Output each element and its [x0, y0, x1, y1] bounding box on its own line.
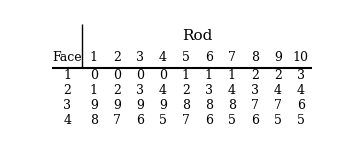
Text: 4: 4 — [64, 114, 71, 127]
Text: 1: 1 — [182, 69, 190, 82]
Text: 1: 1 — [90, 51, 98, 64]
Text: 9: 9 — [90, 99, 98, 112]
Text: 8: 8 — [228, 99, 236, 112]
Text: 5: 5 — [228, 114, 236, 127]
Text: 0: 0 — [90, 69, 98, 82]
Text: Rod: Rod — [182, 28, 213, 42]
Text: 4: 4 — [228, 84, 236, 97]
Text: 8: 8 — [205, 99, 213, 112]
Text: 7: 7 — [228, 51, 236, 64]
Text: 7: 7 — [251, 99, 259, 112]
Text: 6: 6 — [205, 114, 213, 127]
Text: 6: 6 — [136, 114, 144, 127]
Text: Face: Face — [53, 51, 82, 64]
Text: 7: 7 — [113, 114, 121, 127]
Text: 2: 2 — [113, 84, 121, 97]
Text: 6: 6 — [251, 114, 259, 127]
Text: 3: 3 — [251, 84, 259, 97]
Text: 2: 2 — [251, 69, 259, 82]
Text: 4: 4 — [297, 84, 305, 97]
Text: 9: 9 — [113, 99, 121, 112]
Text: 8: 8 — [90, 114, 98, 127]
Text: 3: 3 — [64, 99, 71, 112]
Text: 6: 6 — [297, 99, 305, 112]
Text: 5: 5 — [182, 51, 190, 64]
Text: 5: 5 — [297, 114, 305, 127]
Text: 1: 1 — [205, 69, 213, 82]
Text: 9: 9 — [136, 99, 144, 112]
Text: 2: 2 — [64, 84, 71, 97]
Text: 0: 0 — [159, 69, 167, 82]
Text: 0: 0 — [113, 69, 121, 82]
Text: 4: 4 — [159, 84, 167, 97]
Text: 8: 8 — [251, 51, 259, 64]
Text: 1: 1 — [228, 69, 236, 82]
Text: 9: 9 — [274, 51, 282, 64]
Text: 0: 0 — [136, 69, 144, 82]
Text: 3: 3 — [297, 69, 305, 82]
Text: 10: 10 — [293, 51, 309, 64]
Text: 2: 2 — [274, 69, 282, 82]
Text: 2: 2 — [113, 51, 121, 64]
Text: 9: 9 — [159, 99, 167, 112]
Text: 8: 8 — [182, 99, 190, 112]
Text: 3: 3 — [205, 84, 213, 97]
Text: 1: 1 — [64, 69, 71, 82]
Text: 3: 3 — [136, 51, 144, 64]
Text: 6: 6 — [205, 51, 213, 64]
Text: 7: 7 — [274, 99, 282, 112]
Text: 1: 1 — [90, 84, 98, 97]
Text: 5: 5 — [159, 114, 167, 127]
Text: 7: 7 — [182, 114, 190, 127]
Text: 4: 4 — [159, 51, 167, 64]
Text: 2: 2 — [182, 84, 190, 97]
Text: 3: 3 — [136, 84, 144, 97]
Text: 5: 5 — [274, 114, 282, 127]
Text: 4: 4 — [274, 84, 282, 97]
